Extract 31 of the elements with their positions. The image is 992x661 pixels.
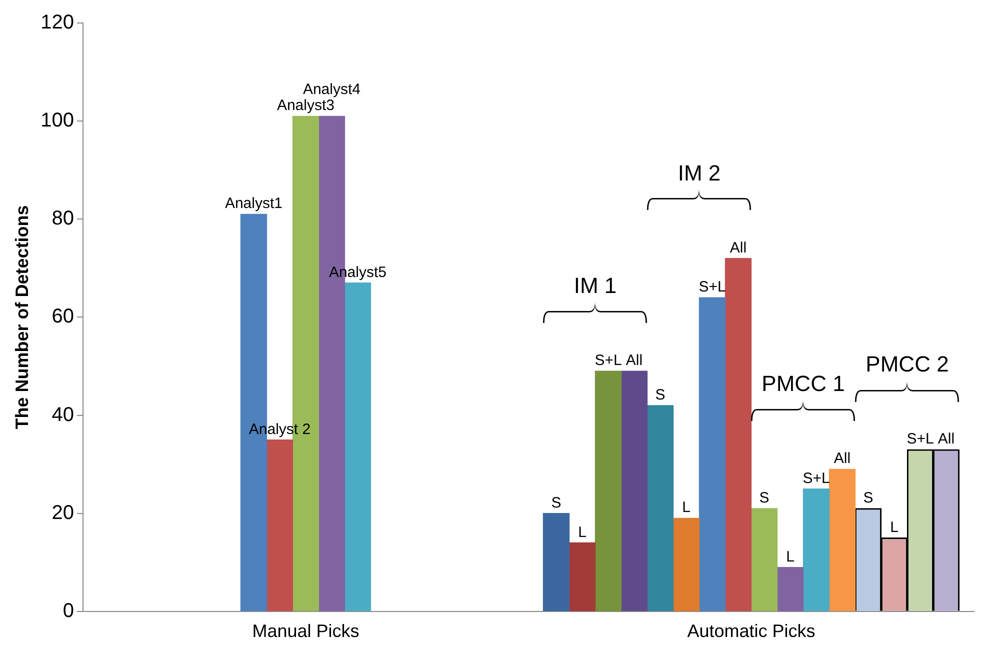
series-label: S <box>655 386 666 404</box>
y-tick-label: 0 <box>62 600 74 622</box>
series-label: S <box>759 489 770 506</box>
series-label: S+L <box>594 352 622 370</box>
series-label: L <box>578 524 586 541</box>
series-label: All <box>938 430 955 448</box>
y-tick-label: 20 <box>52 502 74 524</box>
series-label: Analyst4 <box>302 81 360 98</box>
series-label: S <box>551 494 562 512</box>
series-label: L <box>682 499 690 516</box>
series-label: All <box>730 239 747 256</box>
annotation: IM 2 <box>678 160 721 186</box>
series-label: Analyst1 <box>224 195 282 212</box>
y-tick-label: 100 <box>40 110 74 132</box>
annotation: PMCC 1 <box>762 371 845 396</box>
y-axis-title: The Number of Detections <box>12 205 32 430</box>
x-tick-label: Manual Picks <box>252 621 360 642</box>
y-tick-label: 40 <box>52 404 74 426</box>
series-label: Analyst3 <box>276 97 334 114</box>
series-label: S+L <box>906 430 934 448</box>
series-label: L <box>890 518 898 536</box>
annotation: IM 1 <box>574 273 617 298</box>
y-tick-label: 80 <box>52 208 74 230</box>
series-label: L <box>786 548 794 566</box>
x-tick-label: Automatic Picks <box>687 621 816 642</box>
series-label: All <box>834 450 851 468</box>
y-tick-label: 60 <box>52 306 74 328</box>
y-tick-label: 120 <box>40 12 74 34</box>
series-label: All <box>626 352 643 370</box>
series-label: S <box>863 489 874 506</box>
annotation: PMCC 2 <box>866 352 949 377</box>
